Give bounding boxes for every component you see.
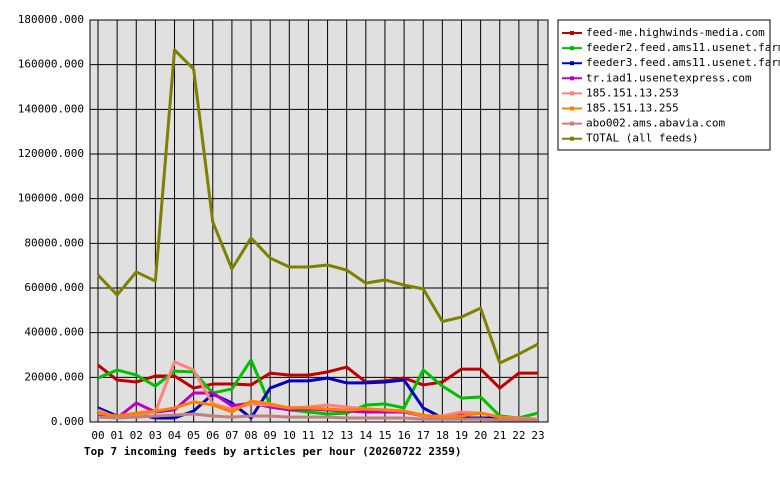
legend-label: 185.151.13.253 bbox=[586, 86, 679, 99]
y-tick-label: 160000.000 bbox=[18, 58, 84, 71]
y-tick-label: 180000.000 bbox=[18, 13, 84, 26]
y-tick-label: 100000.000 bbox=[18, 192, 84, 205]
x-tick-label: 11 bbox=[302, 429, 315, 442]
series-line bbox=[97, 360, 539, 421]
x-tick-label: 06 bbox=[206, 429, 219, 442]
legend-marker bbox=[570, 46, 574, 51]
plot-area bbox=[90, 20, 548, 422]
x-tick-label: 03 bbox=[149, 429, 162, 442]
x-tick-label: 09 bbox=[264, 429, 277, 442]
legend-label: abo002.ams.abavia.com bbox=[586, 117, 725, 130]
series-line bbox=[97, 399, 539, 422]
x-tick-label: 08 bbox=[244, 429, 257, 442]
y-tick-label: 40000.000 bbox=[24, 326, 84, 339]
y-tick-label: 120000.000 bbox=[18, 147, 84, 160]
series-line bbox=[96, 48, 539, 365]
legend-marker bbox=[570, 121, 574, 126]
x-tick-label: 04 bbox=[168, 429, 182, 442]
x-tick-label: 02 bbox=[130, 429, 143, 442]
legend-label: tr.iad1.usenetexpress.com bbox=[586, 71, 752, 84]
x-tick-label: 10 bbox=[283, 429, 296, 442]
x-tick-label: 15 bbox=[378, 429, 391, 442]
x-tick-label: 21 bbox=[493, 429, 506, 442]
x-tick-label: 18 bbox=[436, 429, 449, 442]
x-tick-label: 17 bbox=[417, 429, 430, 442]
plot-border bbox=[89, 19, 549, 423]
x-tick-label: 13 bbox=[340, 429, 353, 442]
x-tick-label: 05 bbox=[187, 429, 200, 442]
x-tick-label: 22 bbox=[512, 429, 525, 442]
legend-marker bbox=[570, 106, 574, 111]
x-tick-label: 01 bbox=[111, 429, 124, 442]
x-tick-label: 14 bbox=[359, 429, 373, 442]
legend-label: feed-me.highwinds-media.com bbox=[586, 26, 765, 39]
x-tick-label: 07 bbox=[225, 429, 238, 442]
y-tick-label: 20000.000 bbox=[24, 370, 84, 383]
legend-marker bbox=[570, 76, 574, 81]
legend-marker bbox=[570, 136, 574, 141]
legend-marker bbox=[570, 61, 574, 66]
x-tick-label: 16 bbox=[397, 429, 410, 442]
y-tick-label: 0.000 bbox=[51, 415, 84, 428]
legend-box bbox=[557, 19, 771, 151]
legend-label: 185.151.13.255 bbox=[586, 102, 679, 115]
y-tick-label: 60000.000 bbox=[24, 281, 84, 294]
legend-label: feeder3.feed.ams11.usenet.farm bbox=[586, 56, 780, 69]
series-line bbox=[97, 412, 538, 422]
x-tick-label: 12 bbox=[321, 429, 334, 442]
y-tick-label: 140000.000 bbox=[18, 102, 84, 115]
x-tick-label: 00 bbox=[91, 429, 104, 442]
x-tick-label: 23 bbox=[531, 429, 544, 442]
legend-label: feeder2.feed.ams11.usenet.farm bbox=[586, 41, 780, 54]
legend-marker bbox=[570, 31, 574, 35]
legend-label: TOTAL (all feeds) bbox=[586, 132, 699, 145]
y-tick-label: 80000.000 bbox=[24, 236, 84, 249]
x-tick-label: 20 bbox=[474, 429, 487, 442]
chart-title: Top 7 incoming feeds by articles per hou… bbox=[84, 445, 462, 458]
series-line bbox=[97, 363, 538, 390]
legend-marker bbox=[570, 91, 574, 96]
x-tick-label: 19 bbox=[455, 429, 468, 442]
